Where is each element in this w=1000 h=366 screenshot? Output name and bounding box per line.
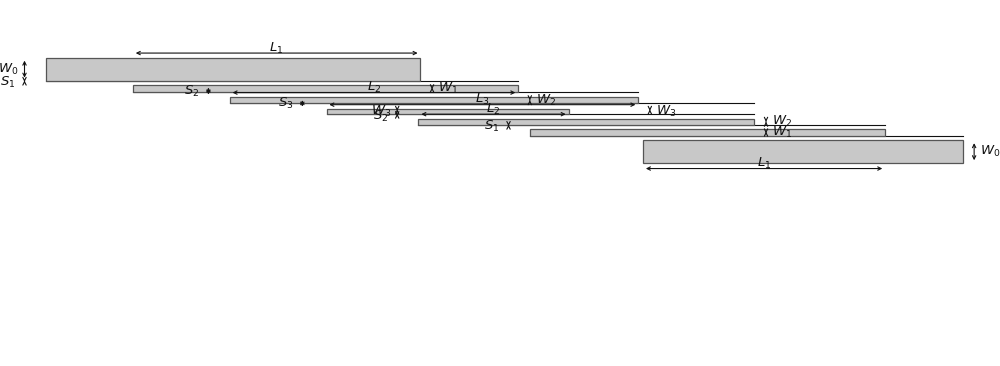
Text: $W_3$: $W_3$ — [656, 104, 676, 119]
Bar — [418, 119, 754, 124]
Text: $L_3$: $L_3$ — [475, 92, 490, 108]
Text: $W_2$: $W_2$ — [536, 93, 556, 108]
Text: $W_0$: $W_0$ — [980, 144, 1000, 159]
Text: $L_1$: $L_1$ — [269, 41, 284, 56]
Bar — [230, 97, 638, 103]
Text: $W_0$: $W_0$ — [0, 61, 18, 77]
Text: $W_2$: $W_2$ — [772, 114, 792, 129]
Text: $S_1$: $S_1$ — [484, 119, 500, 134]
Bar — [530, 129, 885, 136]
Bar — [46, 58, 420, 81]
Bar — [133, 85, 518, 92]
Text: $S_2$: $S_2$ — [184, 83, 200, 98]
Text: $S_2$: $S_2$ — [373, 109, 388, 124]
Bar — [643, 141, 963, 163]
Text: $W_1$: $W_1$ — [438, 81, 459, 96]
Text: $L_2$: $L_2$ — [367, 80, 381, 96]
Text: $W_3$: $W_3$ — [371, 104, 391, 119]
Text: $L_2$: $L_2$ — [486, 102, 501, 117]
Text: $L_1$: $L_1$ — [757, 156, 771, 171]
Text: $W_1$: $W_1$ — [772, 125, 793, 140]
Text: $S_1$: $S_1$ — [0, 75, 16, 90]
Text: $S_3$: $S_3$ — [278, 96, 294, 111]
Bar — [327, 109, 569, 113]
